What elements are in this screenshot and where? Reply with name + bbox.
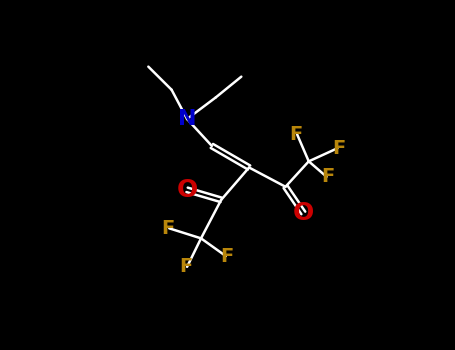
- Text: F: F: [332, 139, 346, 158]
- Text: F: F: [289, 125, 302, 144]
- Text: F: F: [221, 246, 234, 266]
- Text: O: O: [177, 178, 198, 202]
- Text: O: O: [293, 201, 314, 225]
- Text: F: F: [322, 167, 335, 186]
- Text: F: F: [161, 219, 174, 238]
- Text: F: F: [179, 257, 192, 276]
- Text: N: N: [178, 109, 196, 129]
